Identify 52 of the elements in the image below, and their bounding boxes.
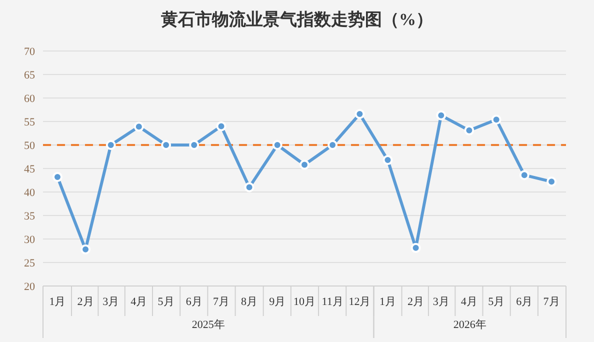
- y-tick-label: 50: [24, 140, 36, 152]
- x-tick-label: 12月: [348, 296, 371, 308]
- point: [546, 176, 557, 187]
- x-tick-label: 3月: [432, 296, 450, 308]
- y-tick-label: 55: [24, 116, 36, 128]
- y-tick-label: 25: [24, 257, 36, 270]
- x-tick-label: 1月: [49, 296, 66, 308]
- x-tick-label: 6月: [186, 296, 202, 308]
- x-tick-label: 9月: [269, 296, 286, 308]
- point: [519, 170, 530, 180]
- x-tick-label: 5月: [488, 296, 505, 308]
- point: [216, 121, 226, 132]
- point: [106, 140, 116, 150]
- x-tick-label: 6月: [516, 296, 533, 308]
- y-tick-label: 70: [24, 46, 36, 58]
- y-tick-label: 20: [24, 280, 36, 293]
- point: [244, 182, 254, 192]
- x-tick-label: 3月: [102, 296, 120, 308]
- point: [382, 155, 393, 166]
- point: [436, 110, 446, 120]
- x-tick-label: 4月: [460, 296, 478, 308]
- point: [272, 140, 282, 150]
- point: [464, 125, 474, 136]
- x-tick-label: 2月: [408, 296, 424, 308]
- x-tick-label: 11月: [322, 296, 344, 308]
- x-tick-label: 4月: [130, 296, 148, 308]
- point: [52, 172, 62, 182]
- y-tick-label: 35: [24, 210, 36, 222]
- y-tick-label: 45: [24, 163, 36, 176]
- x-tick-label: 8月: [241, 296, 258, 308]
- point: [354, 108, 365, 119]
- chart-title: 黄石市物流业景气指数走势图（%）: [160, 9, 434, 31]
- x-tick-label: 7月: [213, 296, 230, 308]
- point: [134, 122, 144, 132]
- y-tick-label: 40: [24, 186, 36, 199]
- y-tick-label: 60: [24, 92, 36, 105]
- point: [189, 140, 200, 150]
- x-tick-label: 7月: [543, 296, 560, 308]
- text: 2026年: [453, 319, 486, 331]
- point: [491, 114, 502, 125]
- x-tick-label: 5月: [158, 296, 174, 308]
- point: [161, 140, 172, 150]
- x-tick-label: 1月: [379, 296, 396, 308]
- point: [80, 244, 91, 254]
- point: [300, 160, 310, 170]
- x-tick-label: 2月: [77, 296, 94, 308]
- point: [328, 140, 338, 150]
- text: 2025年: [192, 319, 225, 331]
- x-tick-label: 10月: [294, 296, 316, 308]
- y-tick-label: 65: [24, 69, 36, 82]
- point: [410, 242, 421, 253]
- y-tick-label: 30: [24, 234, 36, 246]
